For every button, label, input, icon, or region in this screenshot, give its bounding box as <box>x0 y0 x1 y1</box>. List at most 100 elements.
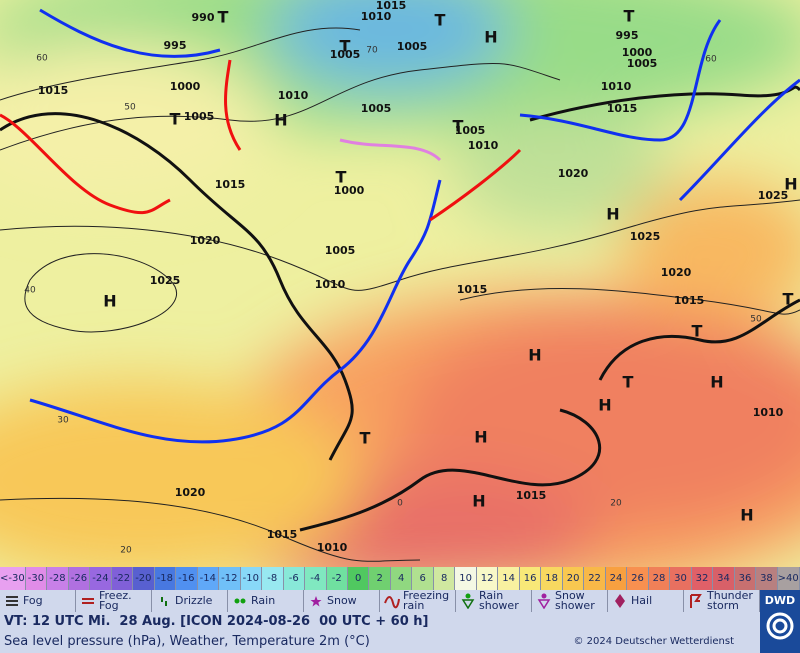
scale-cell: 18 <box>541 567 563 590</box>
legend-item: Drizzle <box>152 590 228 612</box>
isobar-label: 1005 <box>627 57 658 70</box>
pressure-center: T <box>623 373 634 392</box>
graticule-label: 0 <box>397 499 403 509</box>
legend-item: Fog <box>0 590 76 612</box>
scale-cell: 34 <box>713 567 735 590</box>
pressure-center: T <box>336 168 347 187</box>
scale-cell: 0 <box>347 567 370 590</box>
scale-cell: 8 <box>433 567 456 590</box>
legend-item: Thunder storm <box>684 590 760 612</box>
isobar-label: 1020 <box>558 167 589 180</box>
pressure-center: H <box>528 346 541 365</box>
isobar-label: 995 <box>616 29 639 42</box>
scale-cell: <-30 <box>0 567 26 590</box>
isobar-label: 1010 <box>278 89 309 102</box>
pressure-center: H <box>103 292 116 311</box>
legend-label: Drizzle <box>175 594 213 607</box>
legend-label: Snow shower <box>555 589 595 612</box>
legend-icon <box>82 598 94 604</box>
pressure-center: T <box>218 8 229 27</box>
parameters: Sea level pressure (hPa), Weather, Tempe… <box>4 634 370 649</box>
legend-item: Rain shower <box>456 590 532 612</box>
isobar-label: 1015 <box>674 294 705 307</box>
legend-label: Rain <box>251 594 276 607</box>
isobar-label: 1000 <box>170 80 201 93</box>
graticule-label: 50 <box>750 315 762 325</box>
isobar-label: 1010 <box>315 278 346 291</box>
isobar-label: 1020 <box>190 234 221 247</box>
scale-cell: 12 <box>476 567 499 590</box>
legend-icon <box>384 596 400 609</box>
isobar-label: 1020 <box>661 266 692 279</box>
scale-cell: -10 <box>240 567 263 590</box>
scale-cell: -12 <box>219 567 241 590</box>
isobar-label: 1015 <box>457 283 488 296</box>
legend-icon <box>6 596 18 606</box>
scale-cell: 20 <box>562 567 585 590</box>
scale-cell: 16 <box>519 567 542 590</box>
isobar-label: 1025 <box>758 189 789 202</box>
graticule-label: 20 <box>610 499 622 509</box>
pressure-center: T <box>624 7 635 26</box>
graticule-label: 70 <box>366 46 378 56</box>
legend-icon <box>234 598 246 604</box>
graticule-label: 60 <box>36 54 48 64</box>
graticule-label: 30 <box>57 416 69 426</box>
legend-label: Freezing rain <box>403 589 450 612</box>
legend-item: Freezing rain <box>380 590 456 612</box>
isobar-label: 1015 <box>376 0 407 12</box>
pressure-center: T <box>340 37 351 56</box>
isobar-label: 1005 <box>361 102 392 115</box>
scale-cell: 30 <box>670 567 692 590</box>
copyright: © 2024 Deutscher Wetterdienst <box>573 636 734 647</box>
isobar-label: 1005 <box>455 124 486 137</box>
legend-icon <box>537 593 551 609</box>
isobar-label: 1010 <box>753 406 784 419</box>
map: 9909951000100510151015102010251010100510… <box>0 0 800 567</box>
temperature-scale: <-30 -30 -28 -26 -24 -22 -20 -18 -16 -14 -12 -10 -8-… <box>0 567 800 590</box>
isobar-label: 1010 <box>601 80 632 93</box>
isobar-label: 1005 <box>184 110 215 123</box>
pressure-center: T <box>692 322 703 341</box>
pressure-center: H <box>472 492 485 511</box>
legend-icon <box>310 596 322 607</box>
scale-cell: -22 <box>111 567 134 590</box>
isobar-label: 1010 <box>317 541 348 554</box>
scale-cell: -8 <box>262 567 284 590</box>
weather-legend: Fog Freez. Fog Drizzle Rain Snow Freezing rai… <box>0 590 760 612</box>
isobar-label: 1015 <box>607 102 638 115</box>
scale-cell: 28 <box>648 567 671 590</box>
legend-item: Snow shower <box>532 590 608 612</box>
pressure-center: T <box>360 429 371 448</box>
valid-time: VT: 12 UTC Mi. 28 Aug. [ICON 2024-08-26 … <box>4 614 429 629</box>
scale-cell: 10 <box>455 567 477 590</box>
isobar-label: 990 <box>192 11 215 24</box>
isobar-label: 1010 <box>361 10 392 23</box>
pressure-center: H <box>598 396 611 415</box>
isobar-label: 1015 <box>516 489 547 502</box>
isobar-label: 1000 <box>622 46 653 59</box>
graticule-label: 20 <box>120 546 132 556</box>
isobar-label: 995 <box>164 39 187 52</box>
legend-item: Snow <box>304 590 380 612</box>
logo-icon <box>766 612 794 640</box>
isobar-label: 1015 <box>267 528 298 541</box>
scale-cell: -30 <box>25 567 48 590</box>
legend-icon <box>615 594 625 608</box>
pressure-center: H <box>484 28 497 47</box>
isobar-label: 1015 <box>215 178 246 191</box>
fronts <box>0 8 800 444</box>
pressure-center: H <box>274 111 287 130</box>
scale-cell: 32 <box>691 567 714 590</box>
pressure-center: T <box>170 110 181 129</box>
scale-cell: -4 <box>305 567 327 590</box>
legend-item: Rain <box>228 590 304 612</box>
legend-label: Thunder storm <box>707 589 753 612</box>
pressure-center: T <box>783 290 794 309</box>
isobar-label: 1025 <box>150 274 181 287</box>
pressure-center: H <box>606 205 619 224</box>
legend-label: Hail <box>631 594 653 607</box>
scale-cell: -14 <box>197 567 220 590</box>
scale-cell: >40 <box>777 567 800 590</box>
pressure-center: H <box>740 506 753 525</box>
